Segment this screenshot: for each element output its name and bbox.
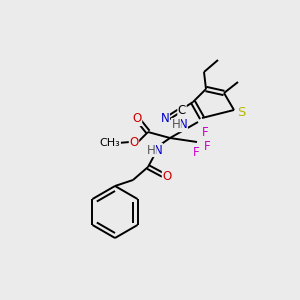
Text: CH₃: CH₃ xyxy=(100,138,120,148)
Text: N: N xyxy=(160,112,169,124)
Text: O: O xyxy=(162,170,172,184)
Text: S: S xyxy=(237,106,245,118)
Text: O: O xyxy=(129,136,139,148)
Text: F: F xyxy=(202,125,208,139)
Text: N: N xyxy=(178,118,188,131)
Text: H: H xyxy=(147,143,155,157)
Text: C: C xyxy=(178,104,186,118)
Text: H: H xyxy=(172,118,180,131)
Text: F: F xyxy=(193,146,199,158)
Text: F: F xyxy=(204,140,210,154)
Text: O: O xyxy=(132,112,142,125)
Text: N: N xyxy=(154,143,162,157)
